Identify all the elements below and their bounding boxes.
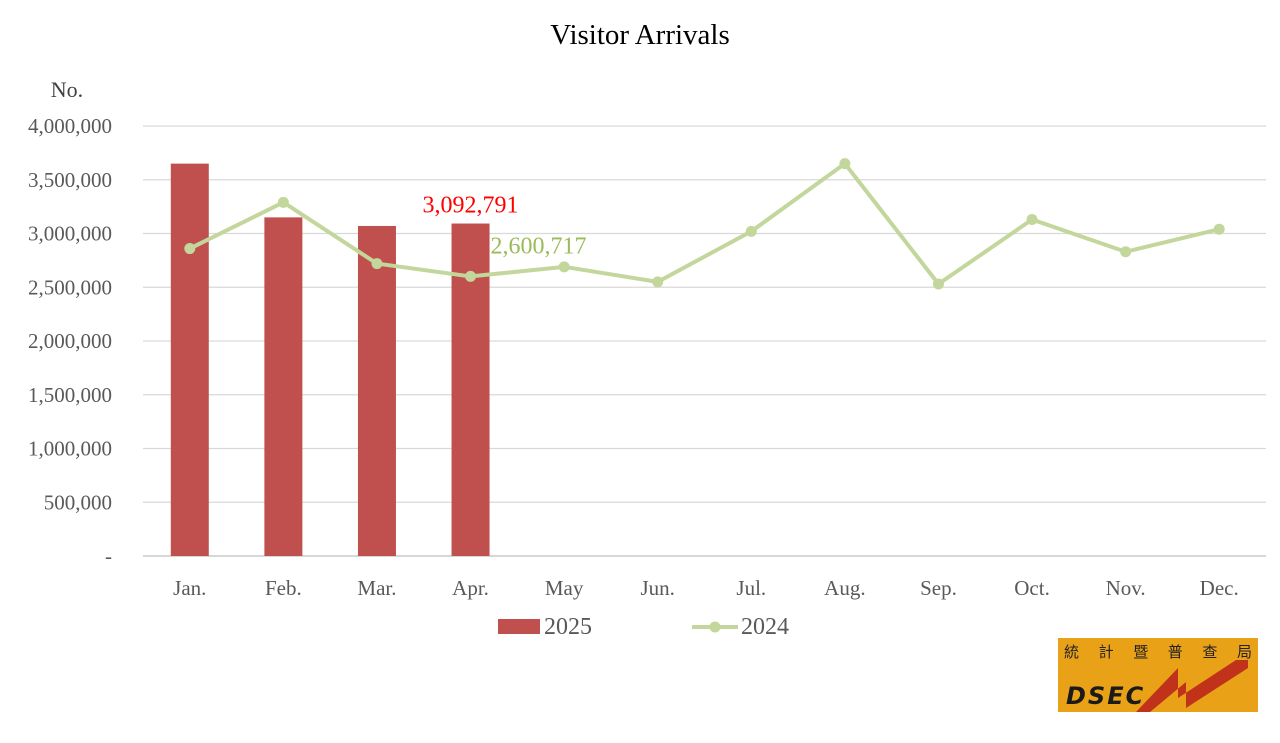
chart-title: Visitor Arrivals: [550, 19, 730, 51]
logo-chinese-char: 計: [1098, 643, 1114, 661]
logo-chinese-char: 查: [1202, 643, 1218, 661]
legend-marker-2024: [709, 621, 721, 633]
y-tick-label: 4,000,000: [28, 114, 112, 138]
line-2024: [184, 158, 1225, 290]
line-point: [652, 276, 664, 288]
data-label: 3,092,791: [423, 193, 519, 219]
bar: [170, 163, 209, 556]
bar: [357, 225, 396, 556]
x-tick-label: Jan.: [173, 576, 206, 600]
legend-label-2025: 2025: [544, 614, 592, 640]
logo-chinese-char: 普: [1167, 643, 1183, 661]
x-tick-label: Nov.: [1106, 576, 1146, 600]
legend: 2025 2024: [498, 614, 789, 640]
x-tick-label: May: [545, 576, 584, 600]
line-point: [371, 258, 383, 270]
line-point: [1026, 214, 1038, 226]
line-point: [1120, 246, 1132, 258]
bars-2025: [170, 163, 490, 556]
line-point: [1213, 223, 1225, 235]
x-tick-label: Sep.: [920, 576, 957, 600]
x-tick-label: Jun.: [640, 576, 674, 600]
x-tick-label: Feb.: [265, 576, 302, 600]
x-tick-label: Jul.: [736, 576, 766, 600]
x-tick-label: Oct.: [1014, 576, 1050, 600]
data-label: 2,600,717: [491, 233, 587, 259]
line-point: [184, 243, 196, 255]
x-tick-label: Apr.: [452, 576, 489, 600]
line-point: [932, 278, 944, 290]
y-tick-label: 2,500,000: [28, 275, 112, 299]
x-tick-label: Dec.: [1200, 576, 1239, 600]
x-tick-label: Aug.: [824, 576, 865, 600]
y-tick-label: -: [105, 544, 112, 568]
y-axis-ticks: - 500,000 1,000,000 1,500,000 2,000,000 2,500…: [28, 114, 112, 568]
x-tick-label: Mar.: [357, 576, 396, 600]
logo-chinese-char: 暨: [1133, 643, 1149, 661]
legend-label-2024: 2024: [741, 614, 789, 640]
data-labels: 3,092,791 2,600,717: [423, 193, 587, 260]
x-axis-ticks: Jan. Feb. Mar. Apr. May Jun. Jul. Aug. Sep. Oct. N…: [173, 576, 1239, 600]
y-tick-label: 2,000,000: [28, 329, 112, 353]
y-tick-label: 1,000,000: [28, 437, 112, 461]
line-point: [839, 158, 851, 170]
logo-zigzag-mark: [1136, 660, 1248, 712]
bar: [264, 217, 303, 556]
line-point: [745, 225, 757, 237]
gridlines: [143, 125, 1266, 557]
dsec-logo: 統計 暨普 查局 DSEC: [1058, 638, 1258, 712]
logo-chinese-text: 統計 暨普 查局: [1064, 641, 1252, 662]
line-point: [277, 196, 289, 208]
y-tick-label: 1,500,000: [28, 383, 112, 407]
logo-english-text: DSEC: [1066, 682, 1146, 710]
y-axis-label: No.: [51, 77, 83, 102]
logo-chinese-char: 局: [1236, 643, 1252, 661]
y-tick-label: 500,000: [44, 490, 112, 514]
line-point: [558, 261, 570, 273]
y-tick-label: 3,500,000: [28, 168, 112, 192]
logo-chinese-char: 統: [1064, 643, 1080, 661]
line-point: [465, 270, 477, 282]
y-tick-label: 3,000,000: [28, 222, 112, 246]
series-line-2024: [188, 161, 1220, 287]
legend-swatch-2025: [498, 619, 540, 634]
